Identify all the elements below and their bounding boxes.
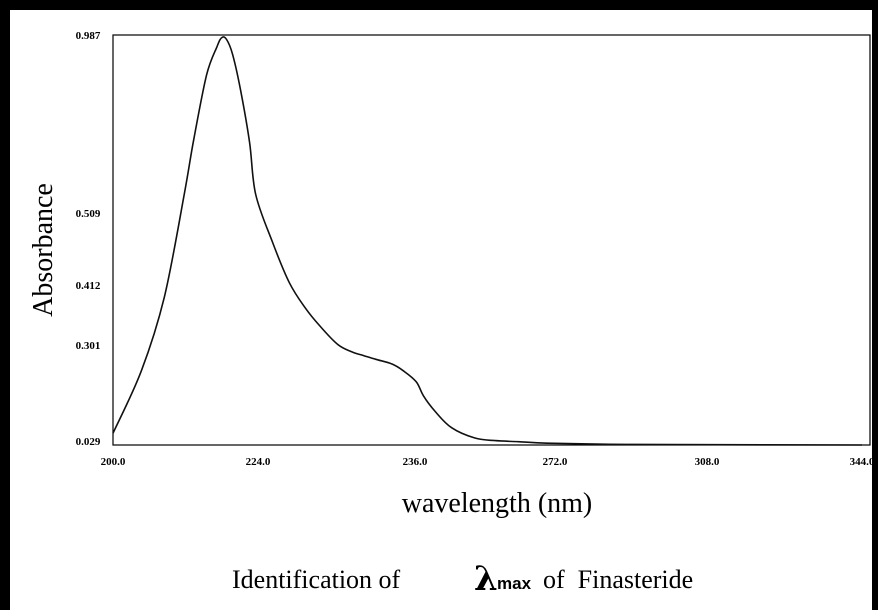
caption-lambda: λ bbox=[474, 559, 498, 599]
y-tick-label: 0.301 bbox=[76, 340, 101, 352]
x-tick-label: 200.0 bbox=[101, 456, 126, 468]
caption-subscript: max bbox=[497, 574, 532, 593]
y-tick-label: 0.987 bbox=[76, 30, 101, 42]
caption-suffix: of Finasteride bbox=[543, 565, 693, 594]
y-tick-label: 0.029 bbox=[76, 436, 101, 448]
y-tick-label: 0.509 bbox=[76, 208, 101, 220]
x-tick-label: 236.0 bbox=[403, 456, 428, 468]
x-tick-label: 308.0 bbox=[695, 456, 720, 468]
x-tick-label: 344.0 bbox=[850, 456, 875, 468]
plot-frame bbox=[112, 34, 871, 446]
chart-caption: Identification of λ max of Finasteride bbox=[232, 559, 693, 599]
x-axis-title: wavelength (nm) bbox=[402, 488, 593, 519]
y-tick-label: 0.412 bbox=[76, 280, 101, 292]
y-axis-title: Absorbance bbox=[28, 183, 59, 317]
x-tick-label: 272.0 bbox=[543, 456, 568, 468]
absorbance-series-line bbox=[112, 36, 863, 446]
x-tick-label: 224.0 bbox=[246, 456, 271, 468]
caption-prefix: Identification of bbox=[232, 565, 401, 594]
